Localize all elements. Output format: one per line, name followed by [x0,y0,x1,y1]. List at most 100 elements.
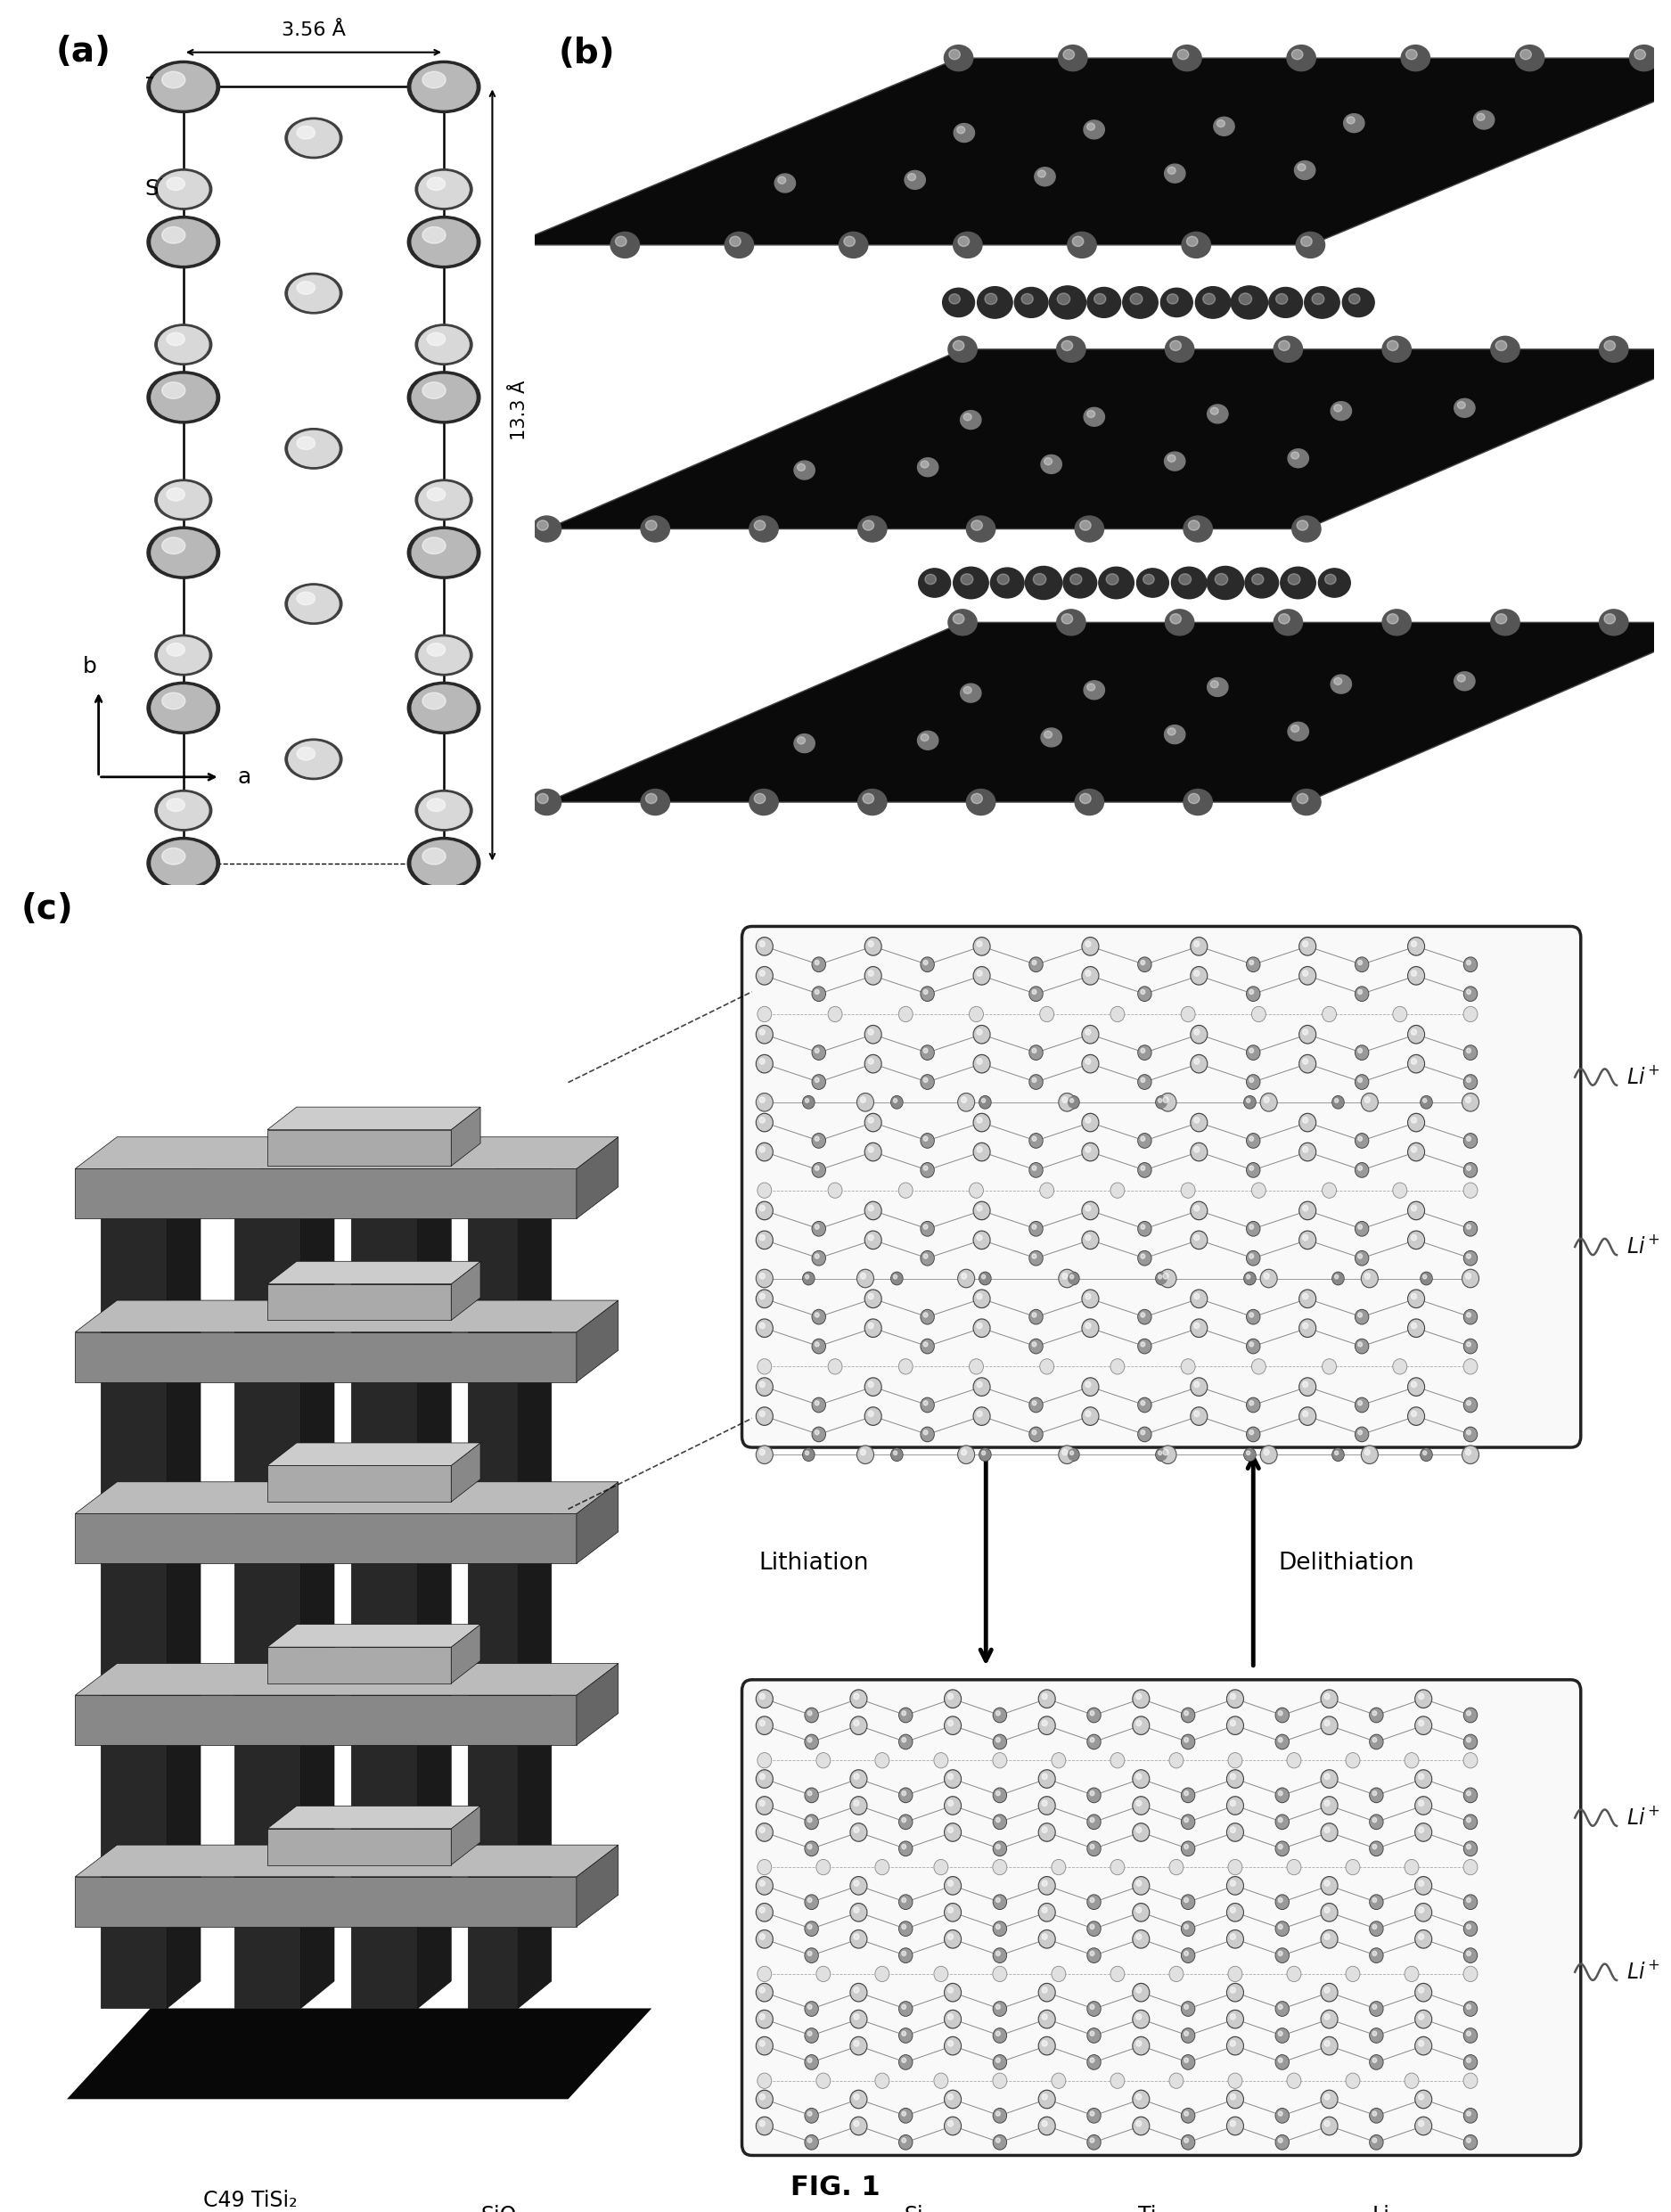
Circle shape [1370,2028,1382,2042]
Circle shape [1273,611,1302,635]
Circle shape [862,794,874,803]
Circle shape [1333,1449,1343,1460]
Circle shape [416,168,473,210]
Circle shape [1227,2090,1243,2108]
Circle shape [805,1099,809,1102]
Circle shape [1277,2110,1288,2121]
Circle shape [1206,405,1228,422]
Circle shape [1419,2121,1424,2126]
Circle shape [921,1429,934,1440]
Circle shape [996,1710,1001,1717]
Circle shape [807,1792,812,1796]
Circle shape [760,1294,765,1298]
Circle shape [861,1449,866,1455]
Circle shape [1407,1026,1425,1044]
Circle shape [755,1055,772,1073]
Circle shape [1464,1006,1477,1022]
Circle shape [1407,1113,1425,1133]
Circle shape [1170,1966,1183,1982]
Circle shape [1160,1093,1176,1110]
Circle shape [1322,2037,1337,2055]
Circle shape [1039,2011,1056,2028]
Circle shape [1370,2002,1382,2015]
Circle shape [1156,1272,1168,1285]
Circle shape [969,1358,983,1374]
Circle shape [973,967,989,984]
Circle shape [1322,2011,1337,2026]
Circle shape [1101,2203,1113,2212]
Circle shape [996,1739,1001,1743]
Circle shape [1086,1382,1091,1387]
Circle shape [1033,960,1036,964]
Circle shape [934,2073,947,2088]
Circle shape [993,2028,1006,2044]
Circle shape [1464,1398,1477,1411]
Circle shape [1143,575,1155,584]
Circle shape [899,1949,912,1962]
Circle shape [1424,1451,1427,1455]
Circle shape [851,1984,867,2002]
Circle shape [1039,1358,1054,1374]
Circle shape [1110,1860,1125,1876]
Circle shape [902,1951,906,1955]
Circle shape [921,1164,934,1177]
Circle shape [1038,170,1046,177]
Circle shape [1074,790,1105,814]
Circle shape [755,2011,772,2028]
Circle shape [812,1046,825,1060]
Circle shape [1262,1095,1277,1110]
Circle shape [1138,1164,1151,1177]
Circle shape [1415,1931,1432,1949]
Circle shape [921,1046,934,1060]
Circle shape [1041,728,1061,748]
Circle shape [899,1183,912,1199]
Circle shape [162,228,185,243]
Circle shape [1029,1133,1043,1148]
Circle shape [1170,2073,1183,2088]
Circle shape [1277,2137,1288,2148]
Circle shape [979,1449,991,1460]
Circle shape [757,1203,772,1219]
Circle shape [1300,1026,1317,1044]
Circle shape [974,938,989,953]
Circle shape [1039,2090,1054,2108]
Circle shape [152,531,216,575]
Circle shape [1465,1097,1470,1104]
Circle shape [755,1144,772,1161]
Circle shape [899,1358,912,1374]
Circle shape [1141,1431,1145,1436]
Circle shape [1409,1321,1424,1336]
Circle shape [964,686,971,695]
Circle shape [1415,1878,1430,1893]
Circle shape [894,1274,897,1279]
Circle shape [1464,1075,1477,1088]
Circle shape [876,1860,889,1876]
Circle shape [1464,2055,1477,2068]
Circle shape [1325,1774,1330,1778]
Circle shape [1061,613,1073,624]
Circle shape [899,1814,912,1829]
Circle shape [1133,2011,1150,2028]
Circle shape [974,967,989,984]
Circle shape [1370,1814,1384,1829]
Circle shape [1039,2011,1054,2026]
Circle shape [805,2135,819,2150]
Circle shape [802,1449,814,1460]
Circle shape [147,217,219,268]
Circle shape [866,1201,882,1219]
Circle shape [1185,2031,1188,2035]
Circle shape [1086,1323,1091,1329]
Circle shape [152,686,216,730]
Text: (b): (b) [558,38,615,71]
Polygon shape [75,1301,618,1332]
Circle shape [805,2028,819,2044]
Text: Li: Li [1372,2205,1390,2212]
Circle shape [1412,1117,1417,1124]
Circle shape [1277,2055,1288,2068]
Circle shape [1063,1449,1068,1455]
Circle shape [1228,1772,1243,1787]
Circle shape [1228,1690,1243,1708]
Circle shape [1138,987,1151,1002]
Circle shape [1300,967,1315,984]
Circle shape [1190,1144,1208,1161]
